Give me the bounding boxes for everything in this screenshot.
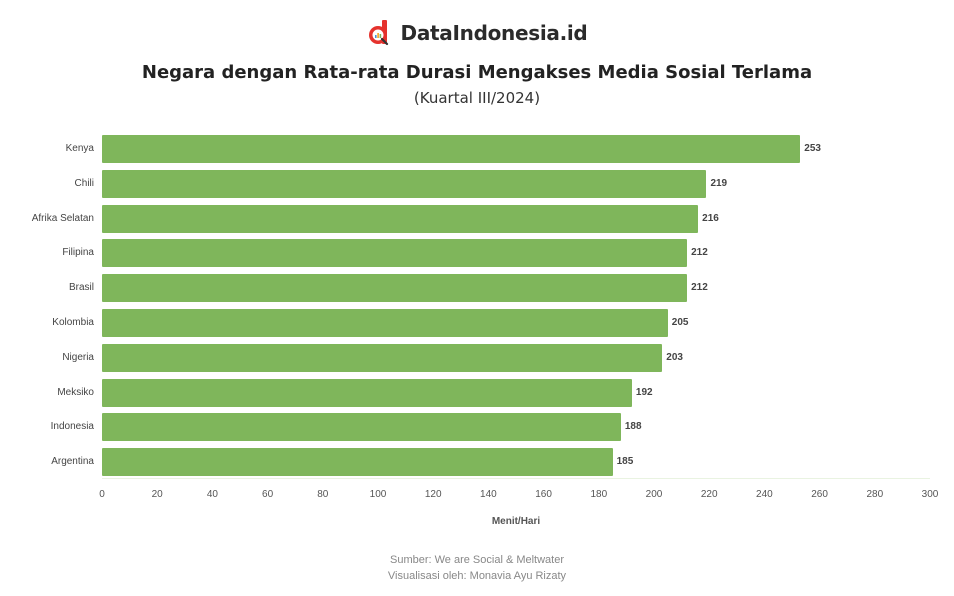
chart-footer: Sumber: We are Social & Meltwater Visual… — [0, 552, 954, 584]
bar-afrika-selatan — [102, 204, 699, 233]
value-label: 192 — [635, 386, 653, 398]
category-label: Brasil — [68, 282, 94, 294]
value-label: 212 — [691, 282, 708, 294]
x-tick-label: 20 — [151, 489, 163, 500]
x-tick-label: 40 — [206, 489, 218, 500]
category-label: Kenya — [65, 143, 94, 154]
value-label: 212 — [691, 247, 708, 259]
x-axis-line — [102, 478, 930, 479]
brand-header: DataIndonesia.id — [0, 20, 954, 46]
source-text: Sumber: We are Social & Meltwater — [389, 554, 565, 566]
x-tick-label: 120 — [424, 489, 442, 500]
value-label: 203 — [666, 351, 683, 363]
bar-argentina — [102, 448, 613, 477]
x-tick-label: 300 — [921, 489, 939, 500]
x-tick-label: 60 — [262, 489, 274, 500]
x-tick-label: 180 — [590, 489, 608, 500]
category-label: Chili — [74, 177, 94, 189]
x-tick-label: 100 — [369, 489, 387, 500]
bar-meksiko — [102, 378, 632, 407]
x-tick-label: 0 — [99, 489, 105, 500]
value-label: 219 — [710, 177, 728, 189]
x-tick-label: 80 — [317, 489, 329, 500]
value-label: 205 — [671, 317, 689, 328]
x-tick-label: 280 — [866, 489, 884, 500]
bar-kenya — [102, 135, 801, 163]
x-tick-label: 240 — [756, 489, 773, 500]
bar-nigeria — [102, 343, 663, 372]
category-label: Afrika Selatan — [31, 212, 94, 224]
category-label: Kolombia — [52, 317, 94, 328]
value-label: 185 — [616, 456, 634, 468]
bar-filipina — [102, 239, 688, 268]
credit-text: Visualisasi oleh: Monavia Ayu Rizaty — [387, 570, 567, 582]
chart-title: Negara dengan Rata-rata Durasi Mengakses… — [141, 62, 813, 83]
x-tick-label: 260 — [811, 489, 828, 500]
category-label: Filipina — [62, 247, 94, 259]
bar-chili — [102, 169, 707, 198]
category-label: Meksiko — [57, 386, 94, 398]
bar-brasil — [102, 274, 688, 303]
x-tick-label: 140 — [480, 489, 497, 500]
value-label: 188 — [624, 421, 642, 433]
d-magnifier-logo-icon — [367, 20, 391, 46]
bar-kolombia — [102, 309, 668, 337]
x-tick-label: 160 — [535, 489, 552, 500]
x-tick-label: 220 — [700, 489, 718, 500]
category-label: Nigeria — [62, 351, 94, 363]
value-label: 216 — [702, 212, 719, 224]
brand-name: DataIndonesia.id — [400, 21, 588, 45]
category-label: Indonesia — [50, 421, 94, 433]
x-tick-label: 200 — [645, 489, 663, 500]
category-label: Argentina — [51, 456, 94, 468]
value-label: 253 — [804, 143, 821, 154]
bar-indonesia — [102, 413, 621, 442]
x-axis-label: Menit/Hari — [491, 516, 541, 527]
chart-subtitle: (Kuartal III/2024) — [413, 89, 541, 107]
